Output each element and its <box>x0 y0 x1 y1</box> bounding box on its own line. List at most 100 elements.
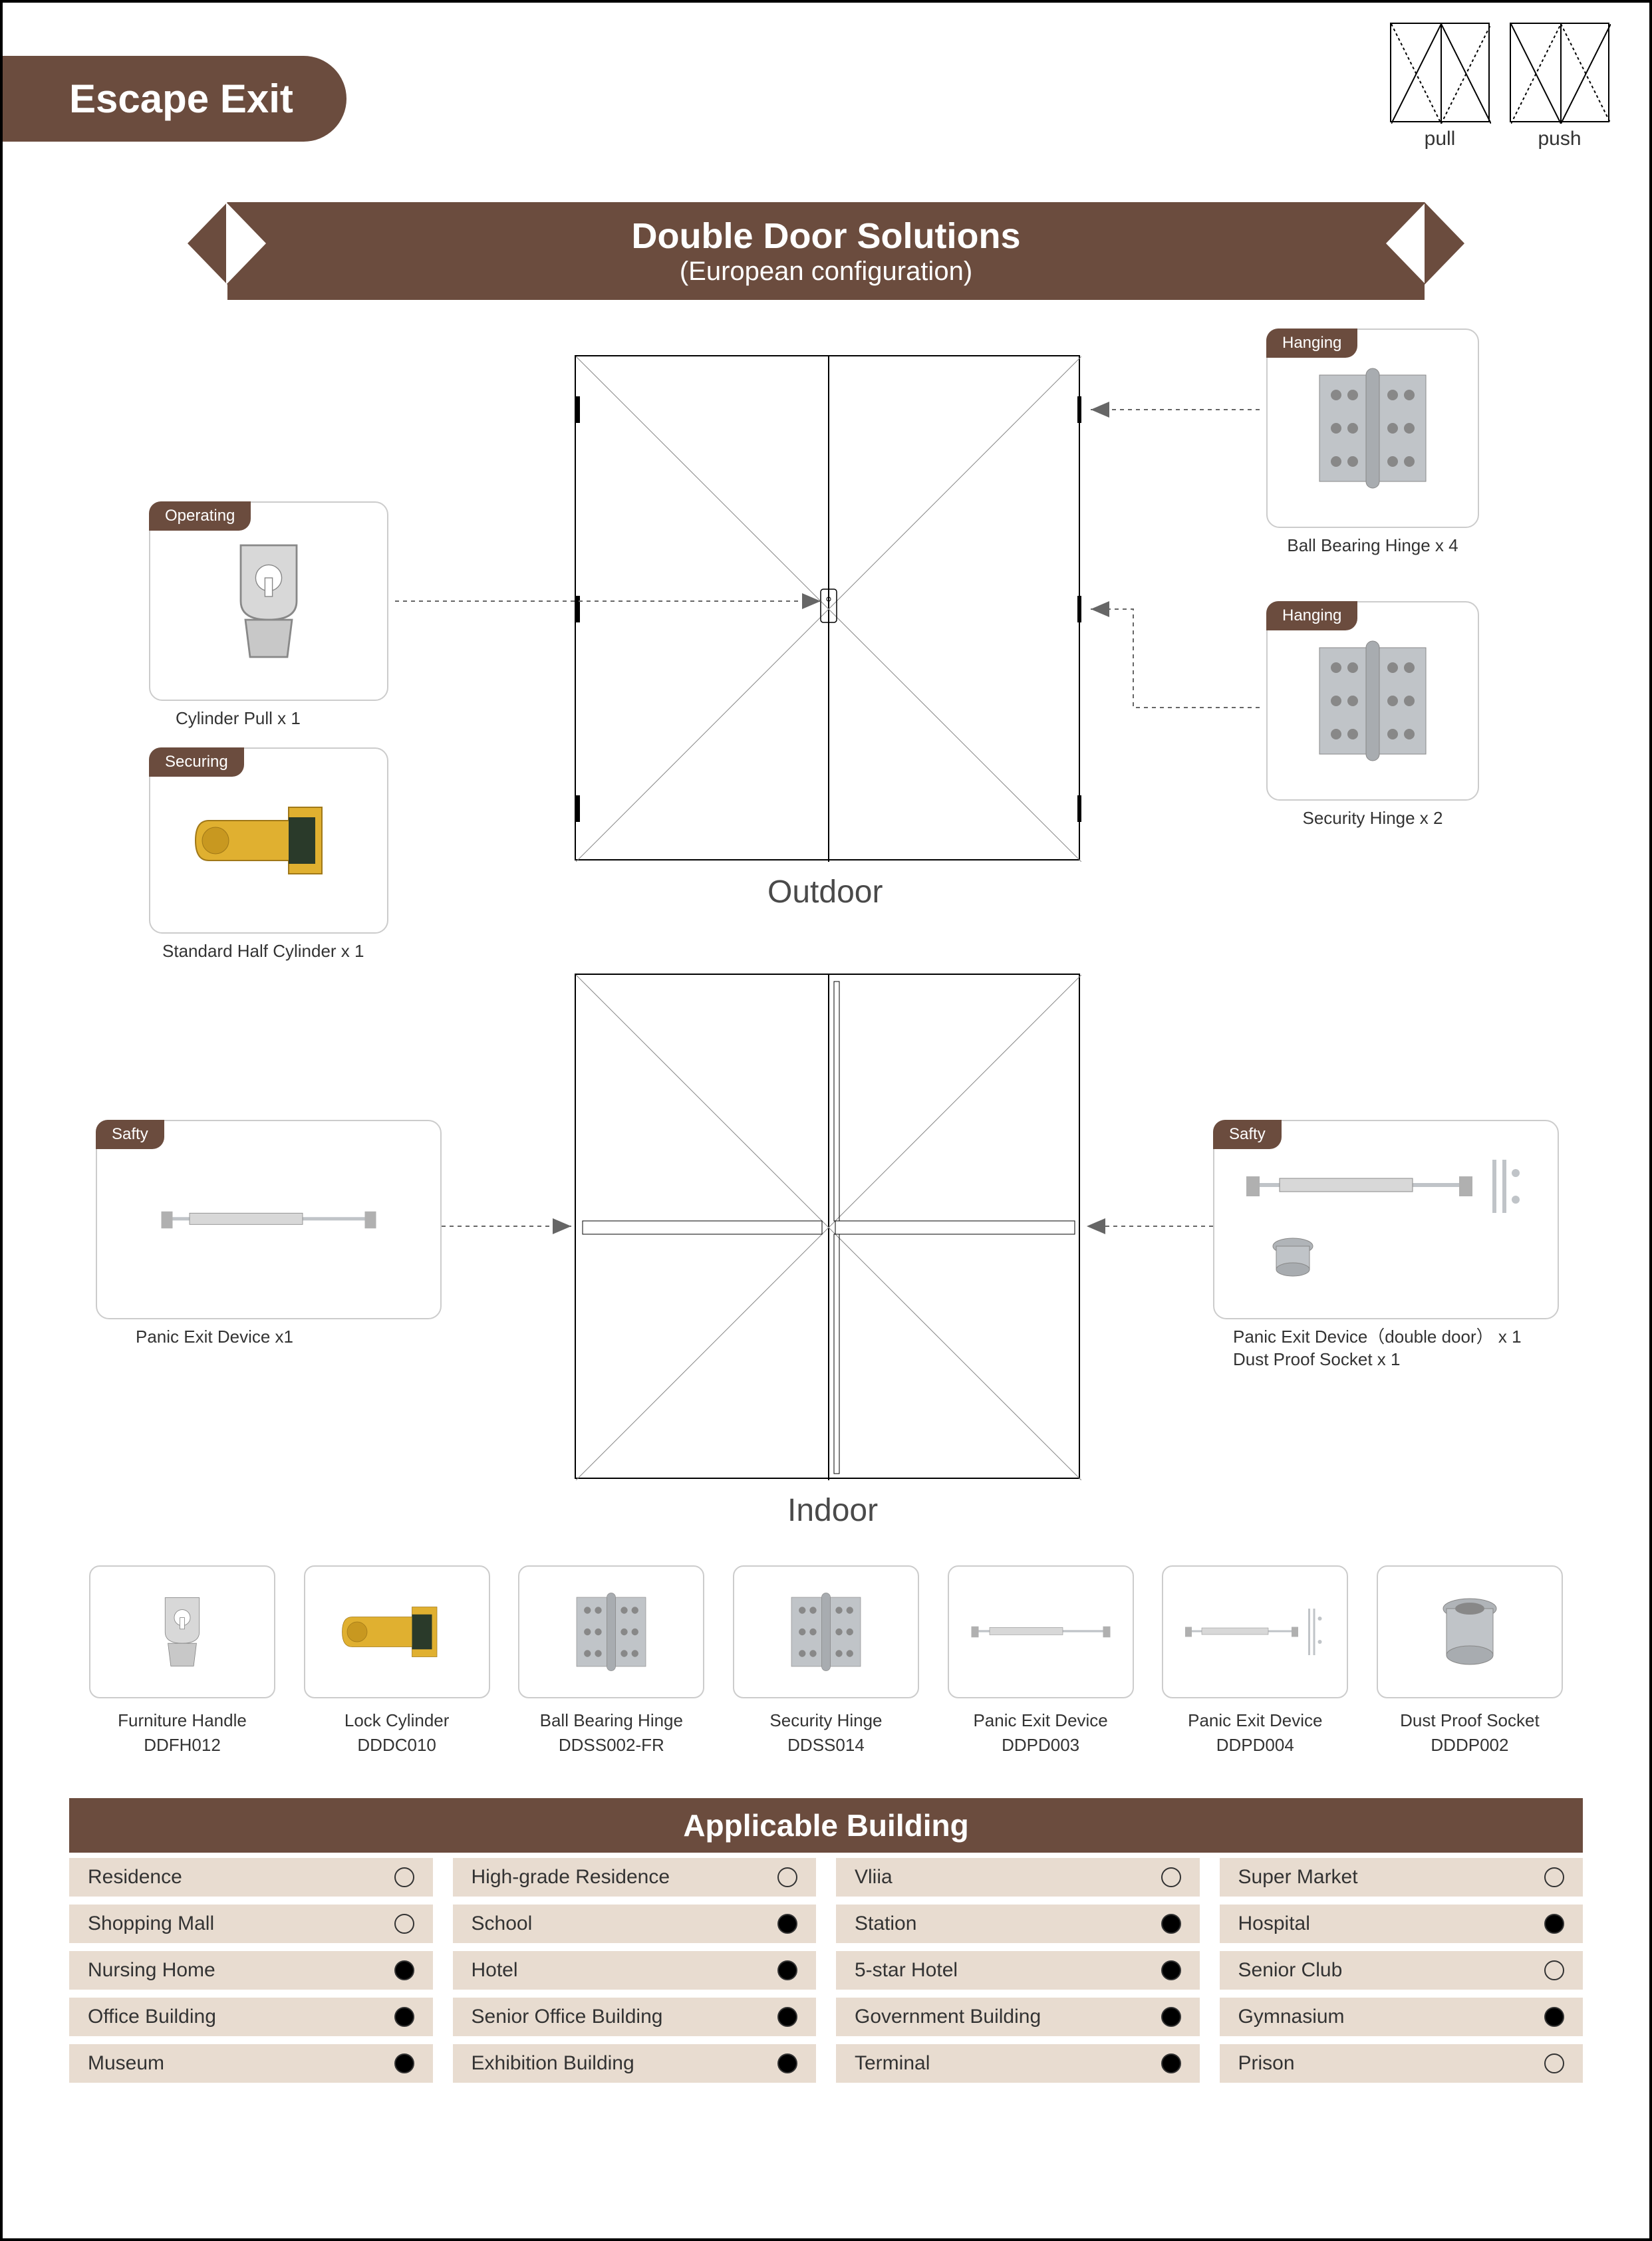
pull-label: pull <box>1390 128 1490 150</box>
thumb-icon <box>1162 1565 1348 1698</box>
hanging1-card: Hanging <box>1266 329 1479 528</box>
applicable-name: Gymnasium <box>1238 2006 1345 2028</box>
thumb-name: Lock Cylinder <box>304 1710 490 1731</box>
applicable-name: Super Market <box>1238 1866 1358 1889</box>
thumb-name: Security Hinge <box>733 1710 919 1731</box>
applicable-cell: High-grade Residence <box>453 1858 817 1897</box>
applicable-name: Senior Club <box>1238 1959 1343 1982</box>
applicable-grid: Residence High-grade Residence Vliia Super … <box>69 1858 1583 2083</box>
hanging1-label: Ball Bearing Hinge x 4 <box>1273 535 1472 557</box>
safty-left-label: Panic Exit Device x1 <box>136 1326 402 1349</box>
thumb-name: Panic Exit Device <box>948 1710 1134 1731</box>
applicable-cell: Hotel <box>453 1951 817 1990</box>
hanging2-label: Security Hinge x 2 <box>1280 807 1466 830</box>
applicable-indicator <box>777 1960 797 1980</box>
push-icon-block: push <box>1510 23 1609 150</box>
thumb-code: DDPD004 <box>1162 1735 1348 1756</box>
applicable-indicator <box>394 1960 414 1980</box>
applicable-name: Shopping Mall <box>88 1912 214 1935</box>
applicable-cell: Terminal <box>836 2044 1200 2083</box>
applicable-indicator <box>777 2007 797 2027</box>
thumb-name: Panic Exit Device <box>1162 1710 1348 1731</box>
thumb-item: Dust Proof Socket DDDP002 <box>1377 1565 1563 1756</box>
push-icon <box>1510 23 1609 122</box>
applicable-cell: Vliia <box>836 1858 1200 1897</box>
applicable-indicator <box>777 1867 797 1887</box>
applicable-indicator <box>777 2053 797 2073</box>
applicable-cell: Museum <box>69 2044 433 2083</box>
page-title: Escape Exit <box>3 56 346 142</box>
applicable-indicator <box>394 2053 414 2073</box>
applicable-cell: Senior Club <box>1220 1951 1583 1990</box>
securing-label: Standard Half Cylinder x 1 <box>162 940 375 963</box>
thumb-item: Ball Bearing Hinge DDSS002-FR <box>518 1565 704 1756</box>
thumb-icon <box>1377 1565 1563 1698</box>
applicable-cell: Station <box>836 1905 1200 1943</box>
product-thumbnails: Furniture HandleDDFH012Lock CylinderDDDC… <box>89 1565 1563 1756</box>
ball-bearing-hinge-icon <box>1306 362 1439 495</box>
safty-left-tag: Safty <box>96 1120 164 1149</box>
applicable-cell: Office Building <box>69 1998 433 2036</box>
applicable-indicator <box>777 1914 797 1934</box>
applicable-indicator <box>1161 2007 1181 2027</box>
applicable-indicator <box>1544 2007 1564 2027</box>
panic-device-right-icon <box>1240 1160 1532 1279</box>
thumb-code: DDDP002 <box>1377 1735 1563 1756</box>
applicable-indicator <box>1544 1867 1564 1887</box>
ribbon-title: Double Door Solutions <box>227 215 1425 257</box>
applicable-indicator <box>1161 2053 1181 2073</box>
thumb-name: Dust Proof Socket <box>1377 1710 1563 1731</box>
applicable-cell: Government Building <box>836 1998 1200 2036</box>
safty-right-tag: Safty <box>1213 1120 1282 1149</box>
thumb-item: Security Hinge DDSS014 <box>733 1565 919 1756</box>
applicable-cell: Prison <box>1220 2044 1583 2083</box>
applicable-cell: School <box>453 1905 817 1943</box>
hanging1-tag: Hanging <box>1266 329 1357 358</box>
applicable-indicator <box>1544 1914 1564 1934</box>
operating-card: Operating <box>149 501 388 701</box>
thumb-icon <box>518 1565 704 1698</box>
applicable-indicator <box>1161 1960 1181 1980</box>
safty-right-label-2: Dust Proof Socket x 1 <box>1233 1349 1552 1371</box>
applicable-header: Applicable Building <box>69 1798 1583 1853</box>
applicable-cell: Super Market <box>1220 1858 1583 1897</box>
thumb-item: Panic Exit Device DDPD004 <box>1162 1565 1348 1756</box>
applicable-indicator <box>1161 1914 1181 1934</box>
applicable-name: Office Building <box>88 2006 216 2028</box>
applicable-cell: Hospital <box>1220 1905 1583 1943</box>
applicable-indicator <box>394 1867 414 1887</box>
cylinder-pull-icon <box>222 536 315 666</box>
applicable-cell: Residence <box>69 1858 433 1897</box>
thumb-item: Panic Exit DeviceDDPD003 <box>948 1565 1134 1756</box>
applicable-indicator <box>394 2007 414 2027</box>
thumb-code: DDSS014 <box>733 1735 919 1756</box>
thumb-item: Furniture Handle DDFH012 <box>89 1565 275 1756</box>
applicable-name: Nursing Home <box>88 1959 215 1982</box>
applicable-name: Residence <box>88 1866 182 1889</box>
applicable-name: Station <box>855 1912 916 1935</box>
applicable-cell: Exhibition Building <box>453 2044 817 2083</box>
applicable-name: High-grade Residence <box>472 1866 670 1889</box>
applicable-name: Hotel <box>472 1959 518 1982</box>
applicable-indicator <box>1544 2053 1564 2073</box>
thumb-name: Ball Bearing Hinge <box>518 1710 704 1731</box>
page: pull push Escape Exit Double Door Soluti… <box>0 0 1652 2241</box>
safty-right-label-1: Panic Exit Device（double door） x 1 <box>1233 1326 1552 1349</box>
pull-icon-block: pull <box>1390 23 1490 150</box>
thumb-name: Furniture Handle <box>89 1710 275 1731</box>
ribbon-subtitle: (European configuration) <box>227 257 1425 287</box>
thumb-code: DDFH012 <box>89 1735 275 1756</box>
applicable-cell: 5-star Hotel <box>836 1951 1200 1990</box>
thumb-code: DDSS002-FR <box>518 1735 704 1756</box>
section-ribbon: Double Door Solutions (European configur… <box>227 202 1425 300</box>
securing-card: Securing <box>149 747 388 934</box>
applicable-indicator <box>394 1914 414 1934</box>
thumb-icon <box>89 1565 275 1698</box>
thumb-icon <box>733 1565 919 1698</box>
outdoor-label: Outdoor <box>767 874 883 910</box>
applicable-name: Hospital <box>1238 1912 1310 1935</box>
outdoor-door <box>575 355 1080 860</box>
applicable-name: Museum <box>88 2052 164 2075</box>
panic-device-left-icon <box>156 1203 382 1237</box>
indoor-door <box>575 974 1080 1479</box>
